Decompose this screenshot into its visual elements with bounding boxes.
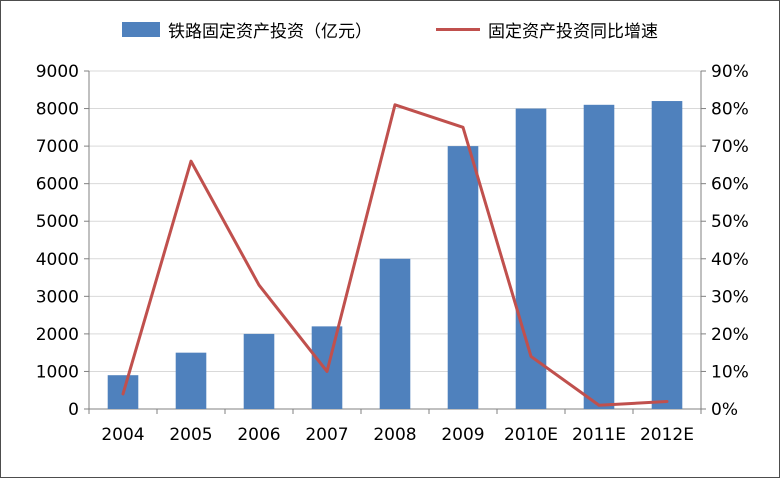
- x-axis-label-2012E: 2012E: [640, 425, 694, 445]
- left-axis-label: 0: [68, 400, 79, 420]
- right-axis-label: 10%: [711, 362, 749, 382]
- right-axis-label: 50%: [711, 212, 749, 232]
- bar-2011E: [583, 104, 615, 410]
- right-axis-label: 0%: [711, 400, 738, 420]
- left-axis-label: 1000: [36, 362, 79, 382]
- legend-item-growth-line: 固定资产投资同比增速: [436, 17, 658, 42]
- left-axis-label: 5000: [36, 212, 79, 232]
- left-axis-label: 9000: [36, 62, 79, 82]
- x-axis-label-2004: 2004: [101, 425, 144, 445]
- line-series-swatch: [436, 28, 480, 31]
- right-axis-label: 90%: [711, 62, 749, 82]
- legend: 铁路固定资产投资（亿元） 固定资产投资同比增速: [1, 17, 779, 42]
- right-axis-label: 20%: [711, 325, 749, 345]
- bar-2009: [447, 146, 479, 409]
- left-axis-label: 2000: [36, 325, 79, 345]
- right-axis-label: 70%: [711, 137, 749, 157]
- bar-2010E: [515, 108, 547, 410]
- right-axis-label: 40%: [711, 250, 749, 270]
- right-axis-label: 30%: [711, 287, 749, 307]
- bar-series-label: 铁路固定资产投资（亿元）: [168, 22, 372, 42]
- x-axis-label-2005: 2005: [169, 425, 212, 445]
- legend-item-investment-bars: 铁路固定资产投资（亿元）: [122, 17, 372, 42]
- right-axis-label: 60%: [711, 175, 749, 195]
- right-axis-label: 80%: [711, 100, 749, 120]
- bar-2008: [379, 258, 411, 409]
- bar-2006: [243, 333, 275, 409]
- x-axis-label-2007: 2007: [305, 425, 348, 445]
- left-axis-label: 4000: [36, 250, 79, 270]
- bar-2005: [175, 352, 207, 409]
- left-axis-label: 7000: [36, 137, 79, 157]
- x-axis-label-2010E: 2010E: [504, 425, 558, 445]
- line-series-label: 固定资产投资同比增速: [488, 22, 658, 42]
- x-axis-label-2006: 2006: [237, 425, 280, 445]
- x-axis-label-2011E: 2011E: [572, 425, 626, 445]
- x-axis-label-2008: 2008: [373, 425, 416, 445]
- bar-2012E: [651, 101, 683, 410]
- left-axis-label: 8000: [36, 100, 79, 120]
- left-axis-label: 6000: [36, 175, 79, 195]
- left-axis-label: 3000: [36, 287, 79, 307]
- x-axis-label-2009: 2009: [441, 425, 484, 445]
- growth-line: [121, 103, 669, 407]
- bar-series-swatch: [122, 22, 160, 37]
